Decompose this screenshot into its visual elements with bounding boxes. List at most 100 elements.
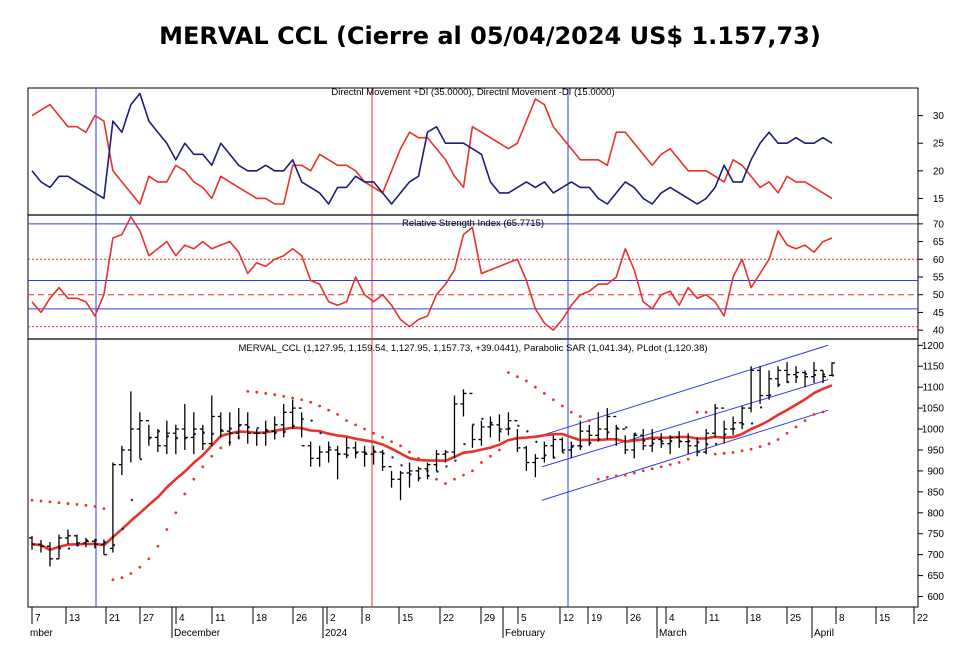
sar-dot	[435, 477, 438, 481]
ohlc-bar	[244, 412, 251, 444]
month-label: 2024	[325, 628, 348, 639]
pldot-dot	[319, 432, 322, 435]
ohlc-bar	[559, 437, 566, 453]
x-tick-label: 11	[709, 613, 720, 624]
pldot-dot	[517, 424, 520, 427]
ohlc-bar	[361, 445, 368, 467]
channel-lower-line	[541, 409, 829, 501]
panel-title: Directnl Movement +DI (35.0000), Directn…	[331, 87, 614, 98]
ohlc-bar	[712, 403, 719, 438]
x-tick-label: 25	[790, 613, 802, 624]
x-tick-label: 2	[330, 613, 336, 624]
ohlc-bar	[145, 420, 152, 446]
ohlc-bar	[388, 466, 395, 488]
ohlc-bar	[568, 441, 575, 459]
y-tick-label: 20	[933, 166, 945, 177]
ohlc-bar	[334, 445, 341, 480]
sar-dot	[489, 454, 492, 458]
ohlc-bar	[118, 445, 125, 476]
ohlc-bar	[100, 539, 107, 556]
ohlc-bar	[658, 433, 665, 448]
ohlc-bar	[298, 407, 305, 447]
ohlc-bar	[163, 420, 170, 455]
ohlc-bar	[352, 441, 359, 459]
sar-dot	[183, 492, 187, 496]
sar-dot	[138, 565, 142, 569]
sar-dot	[282, 394, 286, 398]
y-tick-label: 30	[933, 111, 945, 122]
sar-dot	[471, 469, 474, 473]
pldot-dot	[535, 440, 538, 444]
x-tick-label: 7	[35, 613, 41, 624]
y-tick-label: 650	[927, 571, 944, 582]
ohlc-bar	[370, 445, 377, 465]
panel-title: Relative Strength Index (65.7715)	[402, 218, 544, 229]
sar-dot	[659, 465, 663, 469]
ohlc-bar	[460, 389, 467, 417]
ohlc-bar	[649, 429, 656, 453]
ohlc-bar	[307, 441, 314, 467]
x-tick-label: 29	[484, 613, 496, 624]
sar-dot	[542, 392, 546, 395]
ohlc-bar	[829, 362, 835, 377]
x-tick-label: 8	[839, 613, 845, 624]
sar-dot	[48, 500, 52, 504]
ohlc-bar	[793, 366, 800, 383]
x-tick-label: 26	[296, 613, 308, 624]
x-tick-label: 21	[109, 613, 121, 624]
y-tick-label: 800	[927, 508, 944, 519]
sar-dot	[201, 465, 205, 469]
ohlc-bar	[739, 406, 746, 430]
sar-dot	[785, 431, 789, 435]
ohlc-bar	[505, 412, 512, 436]
y-tick-label: 1000	[922, 425, 945, 436]
sar-dot	[569, 410, 573, 414]
sar-dot	[794, 425, 798, 429]
x-tick-label: 22	[443, 613, 455, 624]
sar-dot	[246, 389, 250, 393]
ohlc-bar	[595, 412, 602, 442]
y-tick-label: 1150	[922, 362, 944, 373]
ohlc-bar	[253, 429, 260, 446]
ohlc-bar	[703, 429, 710, 455]
sar-dot	[129, 572, 133, 575]
ohlc-bar	[523, 445, 530, 471]
sar-dot	[641, 469, 645, 473]
sar-dot	[318, 404, 322, 408]
sar-dot	[722, 451, 726, 455]
sar-dot	[111, 578, 115, 582]
y-tick-label: 850	[927, 487, 944, 498]
chart-title: MERVAL CCL (Cierre al 05/04/2024 US$ 1.1…	[159, 22, 821, 50]
sar-dot	[372, 431, 375, 435]
ohlc-bar	[91, 538, 98, 549]
ohlc-bar	[64, 529, 71, 545]
y-tick-label: 1200	[922, 341, 945, 352]
ohlc-bar	[640, 429, 647, 450]
month-label: February	[505, 628, 545, 639]
sar-dot	[120, 576, 124, 580]
x-tick-label: 15	[402, 613, 414, 624]
pldot-dot	[759, 406, 763, 409]
sar-dot	[327, 408, 331, 412]
sar-dot	[309, 400, 313, 404]
rsi-line	[31, 216, 833, 331]
sar-dot	[273, 393, 277, 397]
x-tick-label: 8	[365, 613, 371, 624]
y-tick-label: 950	[927, 445, 944, 456]
sar-dot	[605, 475, 609, 479]
dmi-minus-di-line	[31, 92, 833, 205]
ohlc-bar	[280, 403, 287, 438]
sar-dot	[417, 456, 420, 460]
pldot-dot	[121, 527, 125, 531]
ohlc-bar	[676, 431, 683, 448]
ohlc-bar	[469, 392, 476, 448]
sar-dot	[39, 499, 43, 503]
pldot-dot	[625, 426, 628, 429]
pldot-dot	[310, 419, 313, 422]
x-tick-label: 18	[750, 613, 762, 624]
y-tick-label: 25	[933, 139, 945, 150]
sar-dot	[102, 507, 106, 510]
y-tick-label: 15	[933, 194, 945, 205]
y-tick-label: 900	[927, 466, 944, 477]
